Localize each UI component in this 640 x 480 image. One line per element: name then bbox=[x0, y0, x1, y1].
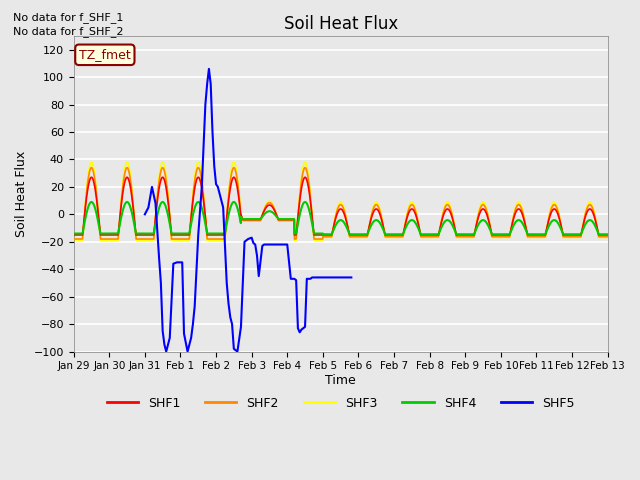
Text: TZ_fmet: TZ_fmet bbox=[79, 48, 131, 61]
Text: No data for f_SHF_1: No data for f_SHF_1 bbox=[13, 12, 123, 23]
Y-axis label: Soil Heat Flux: Soil Heat Flux bbox=[15, 151, 28, 237]
Title: Soil Heat Flux: Soil Heat Flux bbox=[284, 15, 398, 33]
Legend: SHF1, SHF2, SHF3, SHF4, SHF5: SHF1, SHF2, SHF3, SHF4, SHF5 bbox=[102, 392, 580, 415]
Text: No data for f_SHF_2: No data for f_SHF_2 bbox=[13, 26, 124, 37]
X-axis label: Time: Time bbox=[325, 374, 356, 387]
